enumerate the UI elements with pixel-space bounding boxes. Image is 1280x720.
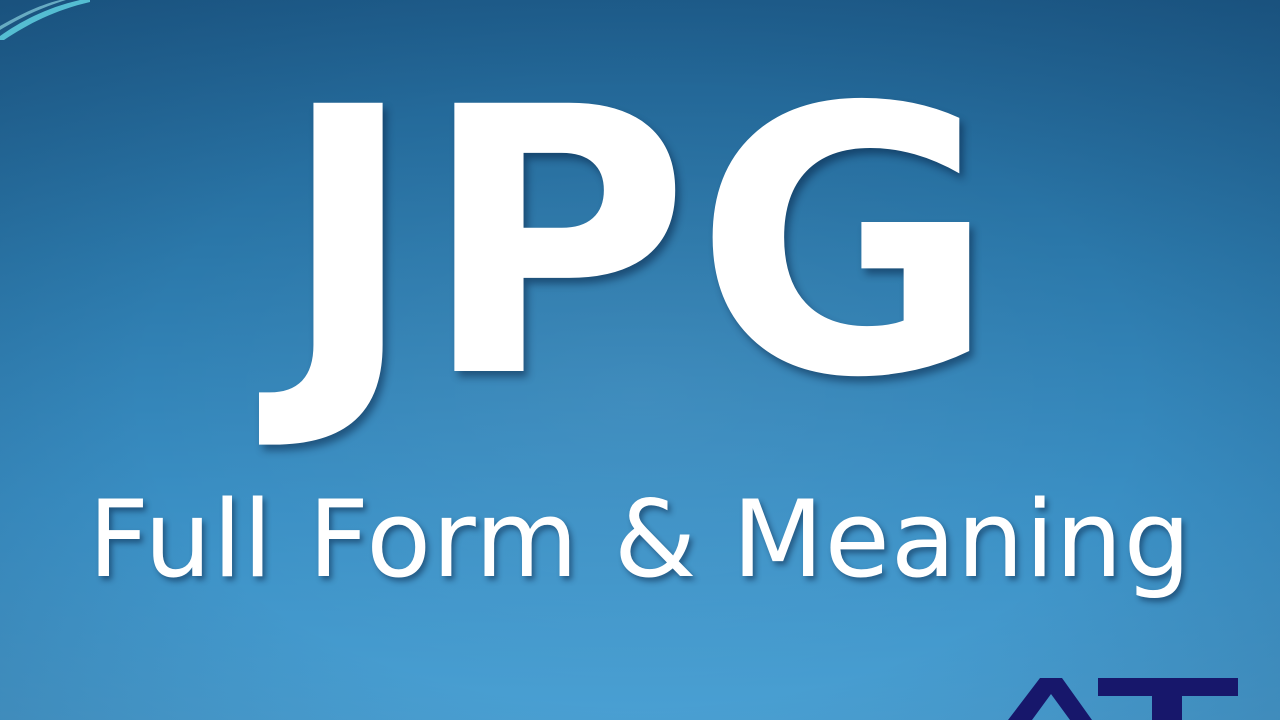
brand-logo-icon xyxy=(1008,678,1238,720)
slide-title: JPG xyxy=(279,29,1001,458)
corner-swoosh-icon xyxy=(0,0,90,40)
slide-subtitle: Full Form & Meaning xyxy=(88,478,1192,601)
